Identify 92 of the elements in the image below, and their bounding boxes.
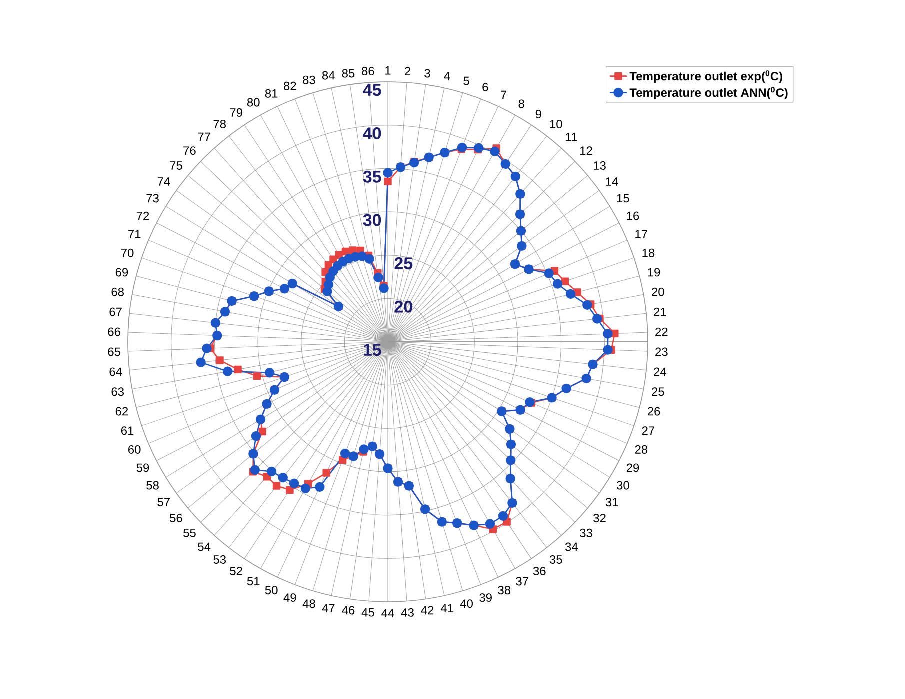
spoke-label: 9: [536, 110, 542, 119]
spoke-label: 64: [110, 368, 122, 376]
spoke-label: 35: [550, 556, 562, 564]
spoke-label: 61: [121, 426, 134, 436]
spoke-label: 27: [642, 426, 655, 436]
spoke-label: 34: [565, 542, 578, 552]
spoke-label: 79: [230, 108, 242, 117]
spoke-label: 38: [498, 586, 511, 595]
spoke-label: 60: [128, 445, 141, 454]
spoke-label: 23: [656, 348, 668, 356]
spoke-label: 76: [184, 146, 196, 156]
spoke-label: 8: [518, 100, 524, 108]
spoke-label: 84: [322, 71, 335, 80]
spoke-label: 19: [648, 268, 660, 277]
spoke-label: 56: [170, 514, 182, 522]
spoke-label: 50: [265, 586, 278, 595]
spoke-label: 3: [424, 69, 430, 78]
spoke-label: 48: [302, 600, 316, 608]
spoke-label: 57: [158, 498, 170, 506]
spoke-label: 68: [112, 288, 124, 296]
spoke-label: 1: [386, 66, 391, 75]
y-tick-label: 15: [364, 344, 382, 356]
spoke-label: 58: [146, 481, 159, 490]
spoke-label: 49: [284, 594, 296, 602]
spoke-label: 42: [421, 606, 434, 615]
spoke-label: 66: [108, 328, 120, 336]
spoke-label: 47: [322, 604, 335, 612]
y-tick-label: 45: [363, 84, 382, 96]
spoke-label: 77: [198, 132, 210, 142]
spoke-label: 74: [158, 178, 170, 186]
spoke-label: 28: [635, 445, 648, 454]
spoke-label: 4: [444, 72, 450, 80]
spoke-label: 20: [652, 288, 664, 296]
spoke-label: 14: [606, 178, 618, 186]
spoke-label: 53: [214, 556, 226, 564]
spoke-label: 29: [626, 464, 640, 472]
spoke-label: 15: [617, 194, 630, 203]
spoke-label: 31: [606, 498, 618, 507]
spoke-label: 6: [482, 83, 488, 92]
spoke-label: 40: [460, 600, 473, 608]
spoke-label: 22: [656, 328, 668, 336]
spoke-label: 78: [214, 120, 226, 128]
y-tick-label: 40: [363, 128, 382, 140]
spoke-label: 67: [110, 308, 122, 316]
spoke-label: 13: [594, 162, 606, 170]
y-tick-label: 35: [363, 170, 382, 183]
y-tick-label: 30: [363, 214, 382, 226]
spoke-label: 7: [501, 90, 506, 100]
spoke-label: 85: [342, 69, 355, 78]
spoke-label: 32: [594, 514, 606, 522]
spoke-label: 18: [642, 248, 655, 258]
spoke-label: 37: [516, 577, 528, 586]
spoke-label: 41: [440, 604, 454, 612]
spoke-label: 73: [146, 194, 159, 203]
spoke-label: 12: [580, 146, 592, 156]
spoke-label: 30: [616, 481, 630, 490]
spoke-label: 63: [112, 388, 124, 396]
spoke-label: 82: [284, 82, 296, 90]
spoke-label: 25: [652, 388, 664, 396]
spoke-label: 5: [464, 76, 470, 86]
spoke-label: 44: [382, 609, 394, 618]
spoke-label: 21: [654, 308, 666, 316]
spoke-label: 52: [230, 566, 242, 576]
spoke-label: 26: [648, 407, 660, 416]
spoke-label: 75: [170, 162, 182, 170]
spoke-label: 24: [654, 368, 666, 376]
spoke-label: 80: [247, 98, 260, 107]
spoke-label: 36: [533, 566, 546, 576]
legend-label: Temperature outlet ANN($^{0}$C): [630, 87, 788, 100]
spoke-label: 55: [184, 528, 196, 538]
spoke-label: 11: [566, 133, 578, 142]
spoke-label: 86: [362, 67, 374, 76]
spoke-label: 69: [116, 268, 128, 277]
spoke-label: 39: [480, 594, 492, 602]
spoke-label: 59: [136, 464, 150, 472]
spoke-label: 83: [303, 76, 316, 84]
spoke-label: 81: [265, 89, 278, 98]
spoke-label: 70: [121, 248, 134, 258]
spoke-label: 17: [636, 230, 648, 238]
spoke-label: 33: [580, 528, 592, 538]
spoke-label: 71: [128, 230, 141, 238]
spoke-label: 16: [627, 212, 640, 220]
spoke-label: 2: [405, 67, 411, 76]
spoke-label: 62: [116, 407, 128, 416]
spoke-label: 65: [108, 348, 120, 356]
legend-label: Temperature outlet exp($^{0}$C): [630, 70, 782, 84]
spoke-label: 72: [136, 212, 150, 220]
spoke-label: 43: [401, 608, 414, 617]
spoke-label: 46: [342, 606, 355, 615]
spoke-label: 51: [247, 577, 260, 586]
spoke-label: 10: [550, 120, 562, 128]
spoke-label: 54: [198, 542, 211, 552]
